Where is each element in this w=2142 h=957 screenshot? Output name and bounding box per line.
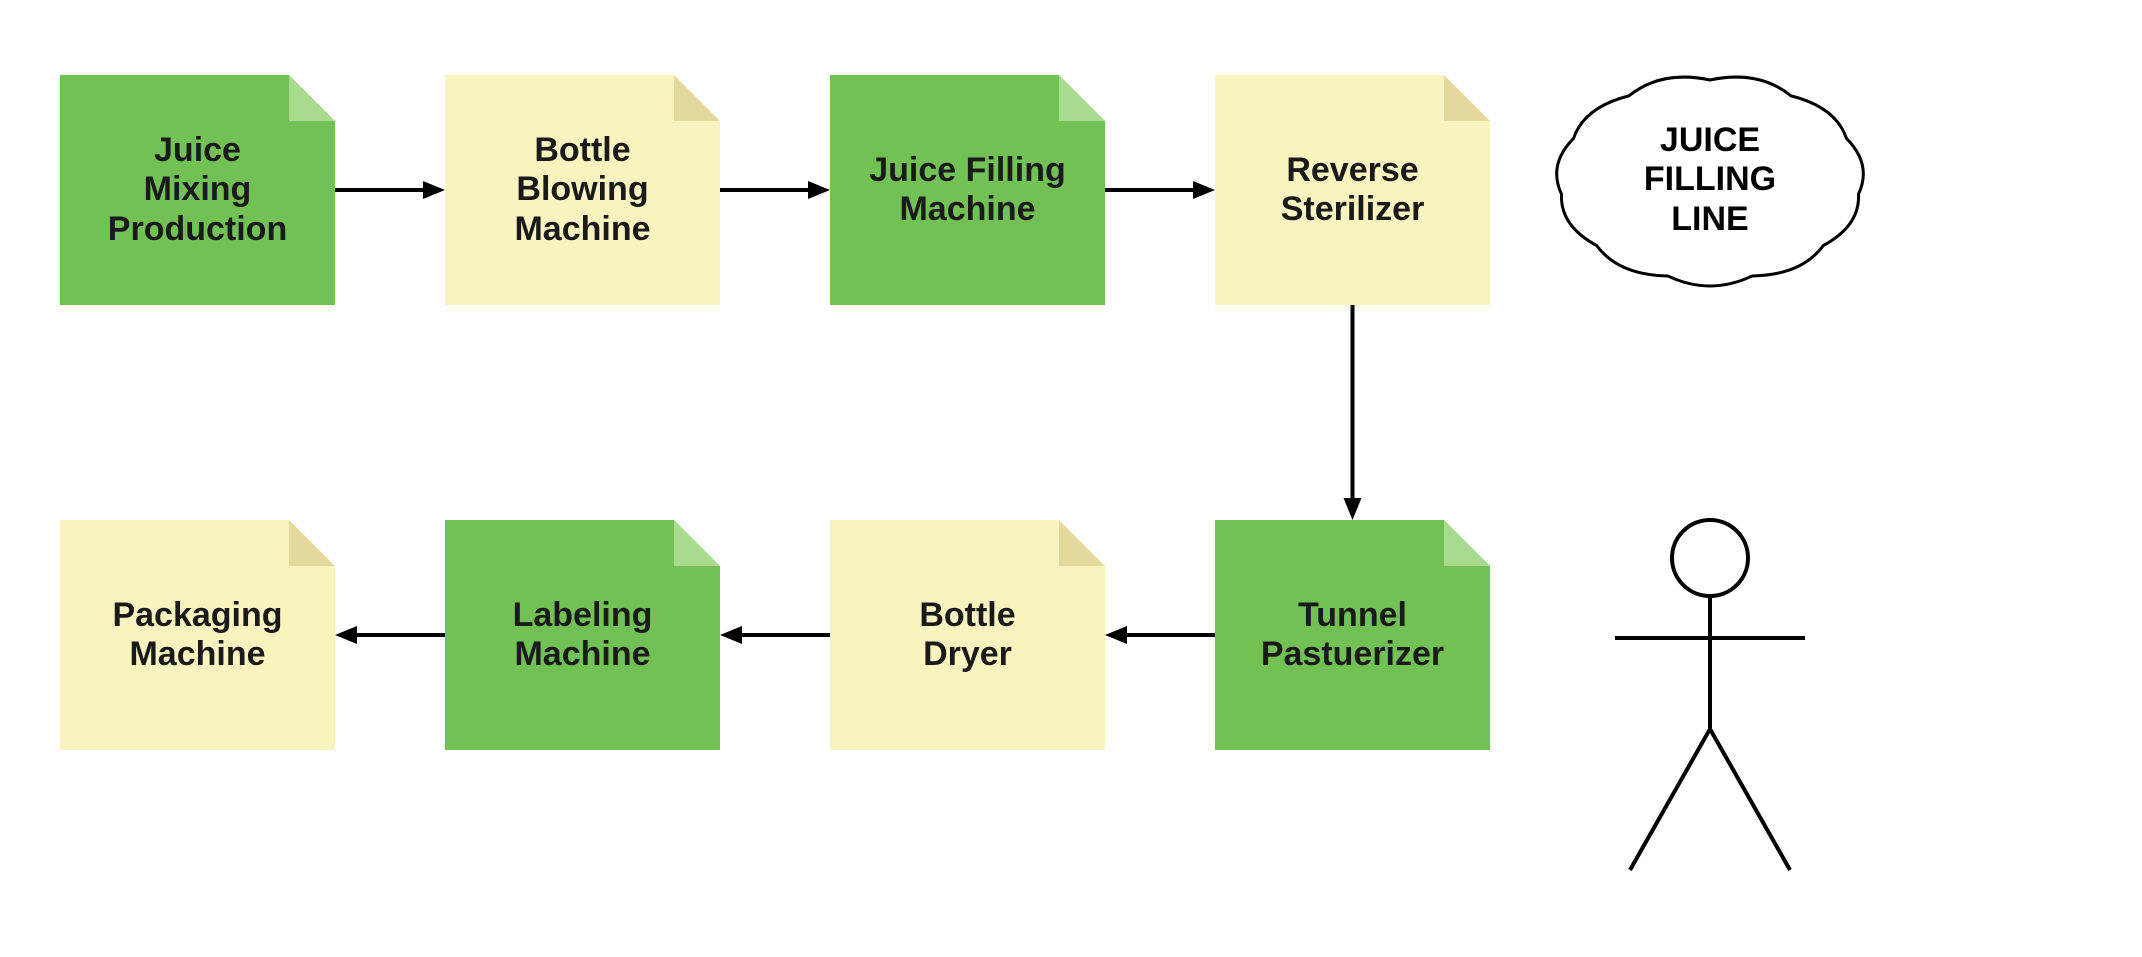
note-fold-icon [1059, 75, 1105, 121]
note-fold-icon [1059, 520, 1105, 566]
note-fold-icon [289, 520, 335, 566]
flow-node-n5: Tunnel Pastuerizer [1215, 520, 1490, 750]
flow-node-label: Juice Mixing Production [108, 131, 287, 248]
cloud-label: JUICE FILLING LINE [1560, 80, 1860, 280]
flowchart-canvas: Juice Mixing Production Bottle Blowing Ma… [0, 0, 2142, 957]
flow-node-label: Tunnel Pastuerizer [1261, 596, 1444, 674]
flow-arrow [335, 181, 445, 199]
flow-node-n7: Labeling Machine [445, 520, 720, 750]
flow-arrow [720, 181, 830, 199]
note-fold-icon [674, 520, 720, 566]
flow-node-n6: Bottle Dryer [830, 520, 1105, 750]
flow-arrow [1105, 181, 1215, 199]
flow-node-n8: Packaging Machine [60, 520, 335, 750]
flow-node-label: Bottle Dryer [919, 596, 1015, 674]
note-fold-icon [674, 75, 720, 121]
flow-node-n4: Reverse Sterilizer [1215, 75, 1490, 305]
flow-arrow [720, 626, 830, 644]
flow-arrow [1105, 626, 1215, 644]
flow-arrow [335, 626, 445, 644]
flow-node-n3: Juice Filling Machine [830, 75, 1105, 305]
flow-node-n2: Bottle Blowing Machine [445, 75, 720, 305]
actor-icon [1615, 520, 1805, 870]
flow-arrow [1344, 305, 1362, 520]
flow-node-n1: Juice Mixing Production [60, 75, 335, 305]
note-fold-icon [1444, 75, 1490, 121]
flow-node-label: Bottle Blowing Machine [514, 131, 650, 248]
note-fold-icon [1444, 520, 1490, 566]
flow-node-label: Labeling Machine [513, 596, 653, 674]
note-fold-icon [289, 75, 335, 121]
flow-node-label: Reverse Sterilizer [1281, 151, 1425, 229]
flow-node-label: Juice Filling Machine [869, 151, 1065, 229]
flow-node-label: Packaging Machine [112, 596, 282, 674]
